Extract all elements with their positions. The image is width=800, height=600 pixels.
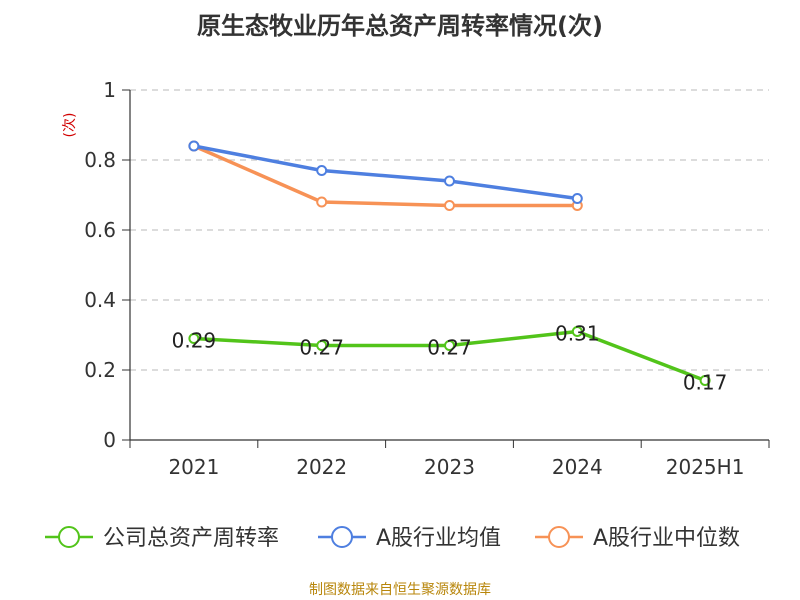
y-axis-label: (次)	[62, 113, 78, 138]
y-tick-label: 1	[103, 78, 116, 102]
legend-marker	[548, 526, 570, 548]
data-point	[444, 340, 455, 351]
data-label: 0.27	[427, 336, 472, 360]
data-label: 0.29	[172, 329, 217, 353]
data-label: 0.31	[555, 322, 600, 346]
series-line	[192, 144, 580, 201]
y-tick-label: 0.2	[84, 358, 116, 382]
data-point	[316, 196, 328, 208]
legend-label: 公司总资产周转率	[103, 526, 279, 551]
data-label: 0.27	[299, 336, 344, 360]
y-tick-label: 0.6	[84, 218, 116, 242]
data-point	[188, 333, 200, 344]
data-point	[188, 140, 200, 152]
data-point	[316, 340, 328, 351]
y-tick-label: 0.8	[84, 148, 116, 172]
legend-marker	[58, 526, 80, 548]
y-tick-label: 0	[103, 428, 116, 452]
data-point	[444, 175, 455, 187]
data-point	[571, 326, 583, 337]
x-tick-label: 2022	[296, 455, 347, 479]
x-tick-label: 2024	[552, 455, 603, 479]
legend-label: A股行业中位数	[593, 526, 740, 551]
x-tick-label: 2023	[424, 455, 475, 479]
data-point	[699, 375, 711, 386]
data-source-note: 制图数据来自恒生聚源数据库	[309, 582, 491, 598]
series-line	[192, 144, 580, 208]
legend-label: A股行业均值	[376, 526, 501, 551]
data-label: 0.17	[683, 371, 728, 395]
data-point	[571, 193, 583, 204]
data-point	[316, 165, 328, 176]
data-point	[444, 200, 455, 211]
x-tick-label: 2025H1	[666, 455, 745, 479]
legend-marker	[331, 526, 353, 548]
y-tick-label: 0.4	[84, 288, 116, 312]
chart-title: 原生态牧业历年总资产周转率情况(次)	[197, 12, 603, 40]
x-tick-label: 2021	[168, 455, 219, 479]
